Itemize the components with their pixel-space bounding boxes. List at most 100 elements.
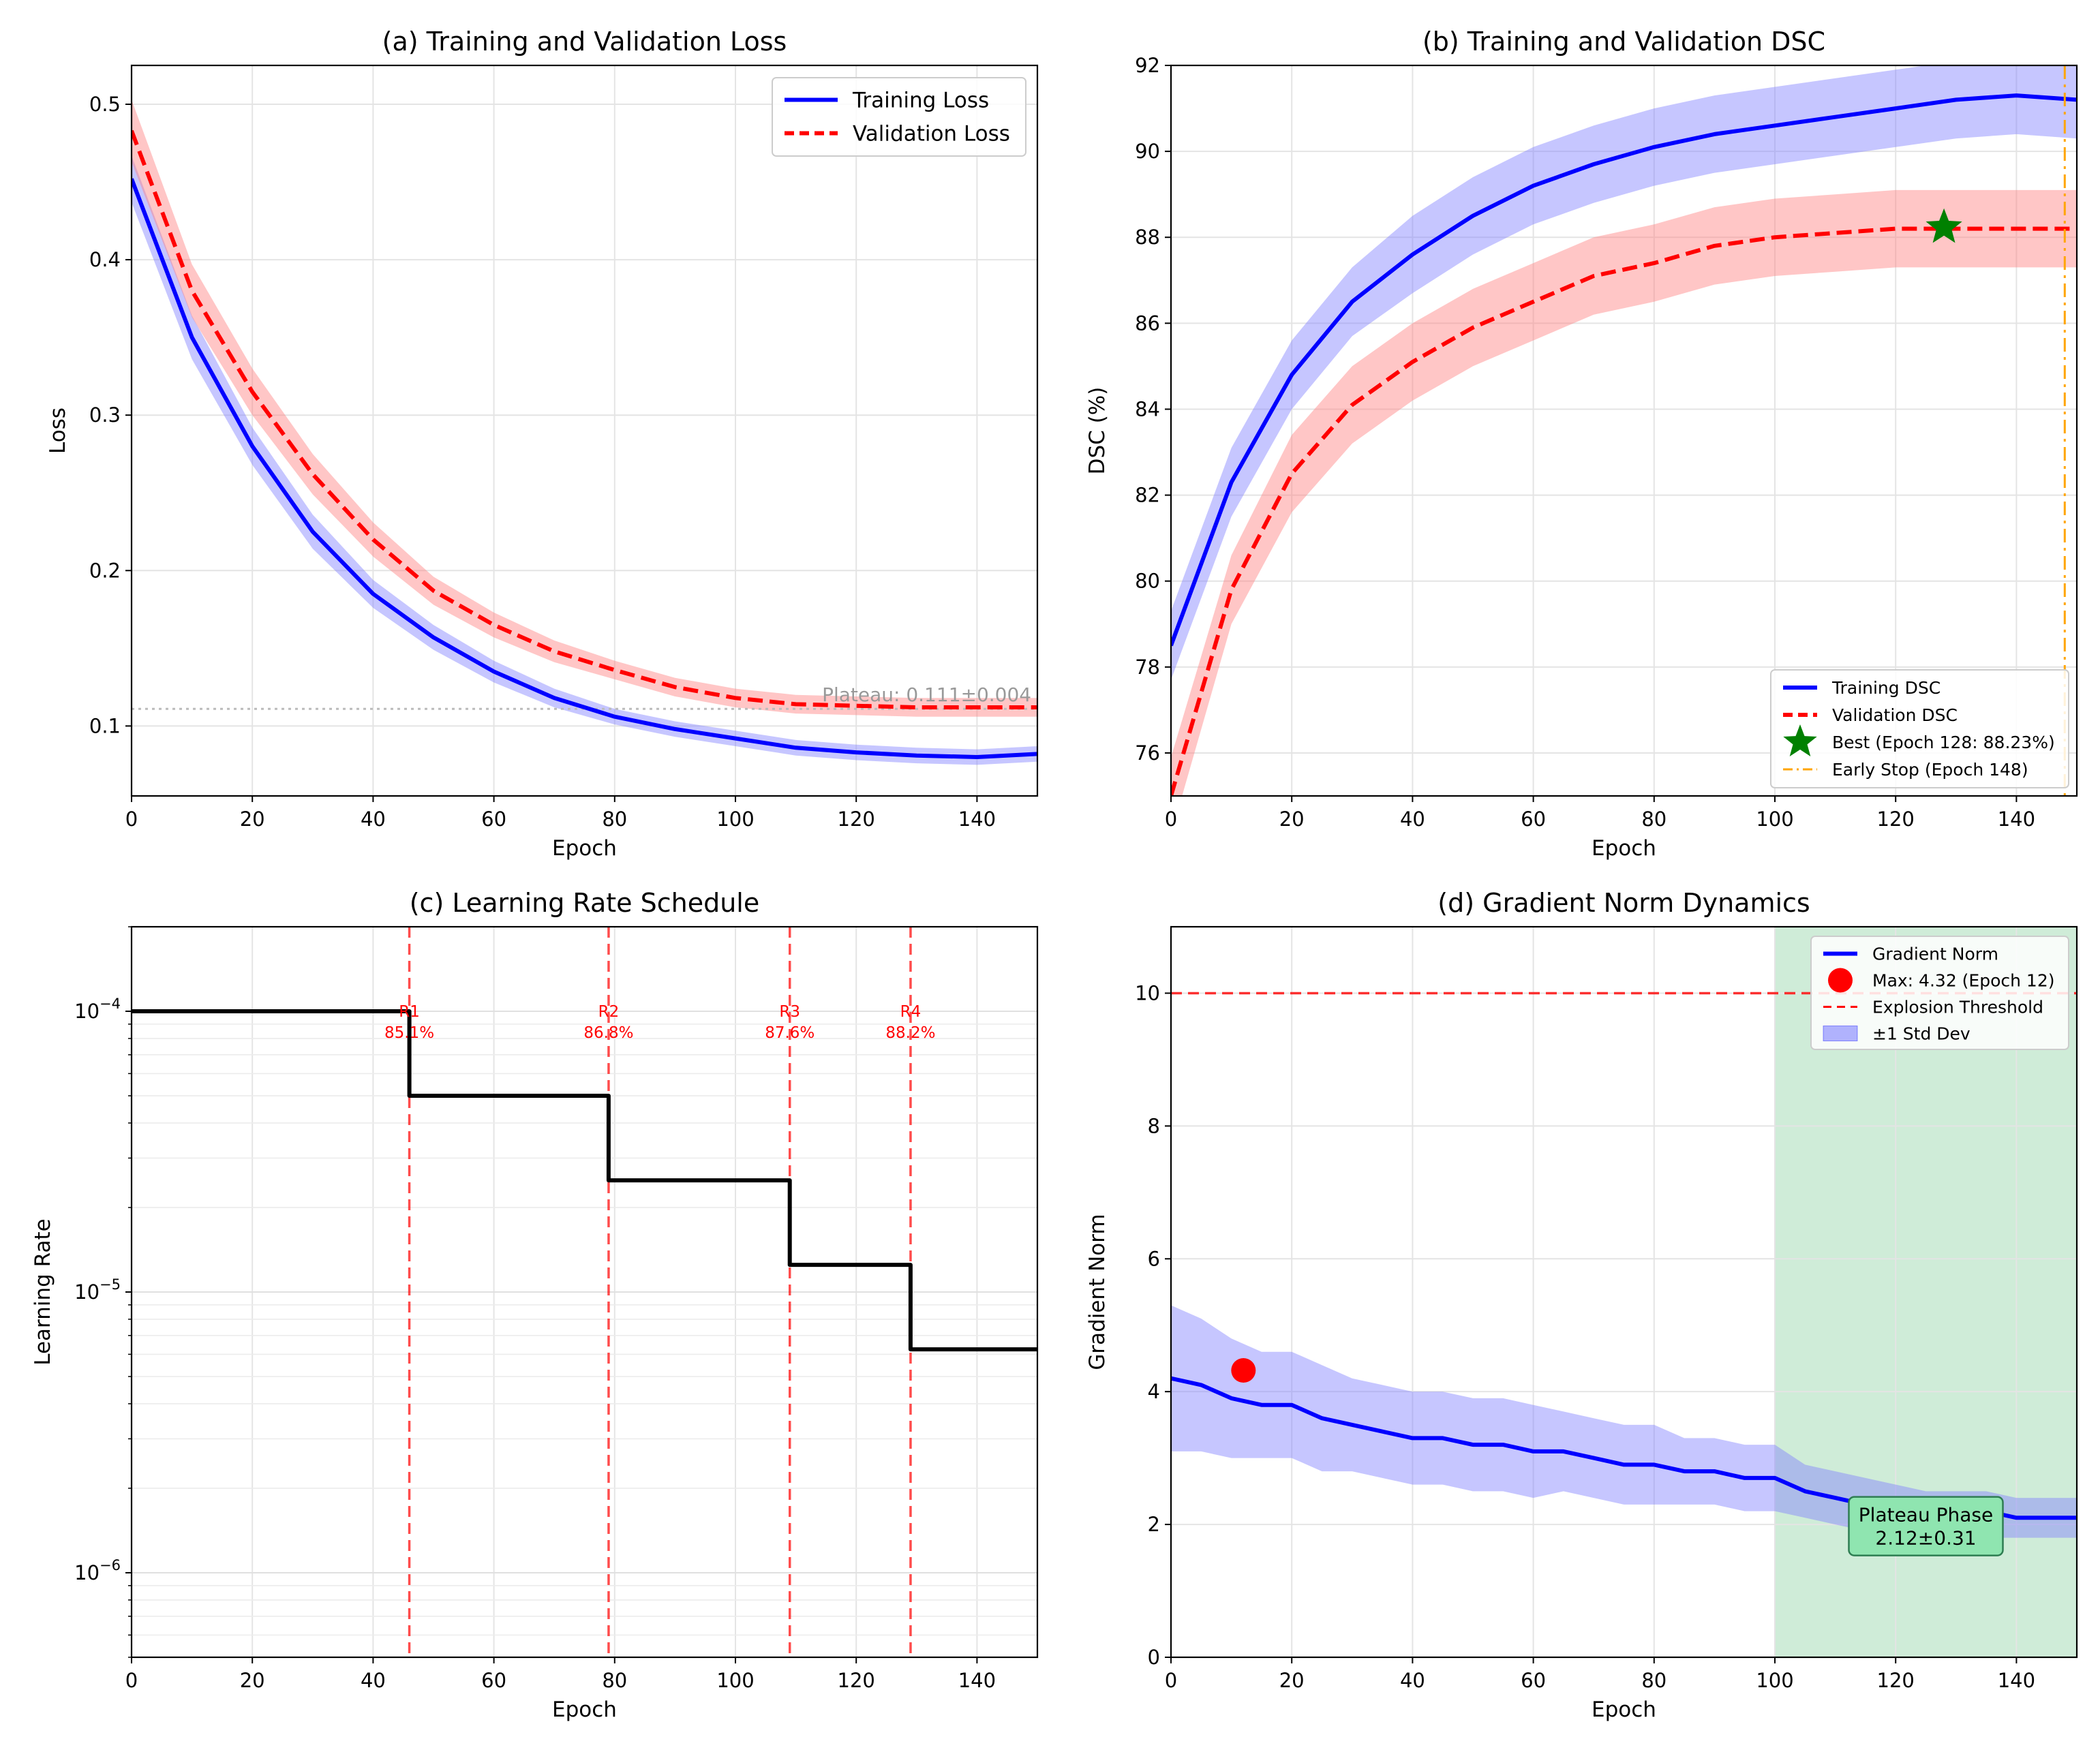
x-tick-label: 0: [1165, 1669, 1177, 1692]
y-tick-label: 80: [1135, 570, 1160, 593]
legend-label: Validation Loss: [853, 121, 1010, 146]
plateau-annotation-value: 2.12±0.31: [1875, 1527, 1976, 1550]
chart-title: (d) Gradient Norm Dynamics: [1437, 888, 1810, 918]
std-dev-band: [1171, 1305, 2077, 1538]
panel-a-loss: Plateau: 0.111±0.004 0 20 40 60 80 100 120 140 0.…: [46, 27, 1039, 861]
x-tick-label: 100: [716, 1669, 754, 1692]
x-tick-label: 40: [1400, 808, 1425, 831]
x-tick-label: 100: [716, 808, 754, 831]
legend-box: [1770, 669, 2069, 788]
y-tick-label: 90: [1135, 140, 1160, 163]
x-tick-label: 120: [838, 1669, 875, 1692]
y-tick-label: 10−6: [74, 1557, 121, 1584]
y-tick-label: 0.2: [89, 559, 121, 582]
y-axis-label: DSC (%): [1085, 387, 1110, 475]
series-line: [1171, 93, 2077, 647]
series-band: [1171, 189, 2077, 796]
axes-frame: [1170, 925, 2078, 1659]
series-line: [132, 178, 1037, 759]
y-tick-label: 10: [1135, 981, 1160, 1004]
x-tick-label: 100: [1756, 808, 1793, 831]
legend-handle: [1783, 724, 1817, 756]
x-tick-label: 60: [481, 1669, 506, 1692]
chart-title: (b) Training and Validation DSC: [1422, 27, 1825, 57]
x-tick-label: 140: [958, 1669, 996, 1692]
legend-box: [1810, 936, 2069, 1050]
plateau-annotation: Plateau: 0.111±0.004: [822, 683, 1031, 706]
x-tick-label: 20: [1279, 1669, 1305, 1692]
x-tick-label: 140: [958, 808, 996, 831]
max-gradient-marker: [1231, 1357, 1256, 1383]
axes-frame: [130, 64, 1039, 797]
series-line: [1171, 226, 2077, 796]
axes-frame: [1170, 64, 2078, 797]
plateau-annotation-title: Plateau Phase: [1859, 1504, 1993, 1526]
x-axis-label: Epoch: [1592, 836, 1656, 861]
y-tick-label: 6: [1148, 1247, 1160, 1270]
restart-label: R2: [598, 1003, 620, 1021]
x-tick-label: 140: [1998, 808, 2035, 831]
restart-label: R4: [900, 1003, 922, 1021]
x-tick-label: 40: [361, 1669, 386, 1692]
x-axis-label: Epoch: [552, 1697, 617, 1722]
x-tick-label: 100: [1756, 1669, 1793, 1692]
y-tick-label: 0: [1148, 1646, 1160, 1669]
lr-step-line: [132, 1009, 1037, 1352]
legend-label: Training DSC: [1831, 678, 1941, 698]
y-tick-label: 0.4: [89, 248, 121, 271]
legend-label: Early Stop (Epoch 148): [1832, 760, 2028, 780]
y-tick-label: 2: [1148, 1513, 1160, 1536]
x-tick-label: 0: [1165, 808, 1177, 831]
x-tick-label: 80: [1641, 1669, 1667, 1692]
y-tick-label: 0.3: [89, 403, 121, 427]
plateau-annotation-box: [1848, 1496, 2004, 1556]
legend-label: Best (Epoch 128: 88.23%): [1832, 733, 2055, 752]
x-tick-label: 140: [1998, 1669, 2035, 1692]
legend-label: Explosion Threshold: [1872, 997, 2043, 1017]
y-tick-label: 92: [1135, 54, 1160, 77]
legend-handle: [1823, 1026, 1858, 1041]
series-band: [1171, 65, 2077, 680]
y-tick-label: 84: [1135, 397, 1160, 420]
restart-dsc-label: 88.2%: [885, 1024, 935, 1042]
legend-label: Max: 4.32 (Epoch 12): [1872, 970, 2054, 990]
plot-area: [1171, 65, 2077, 796]
x-tick-label: 20: [240, 1669, 265, 1692]
legend-handle: [1828, 968, 1853, 993]
y-tick-label: 4: [1148, 1380, 1160, 1403]
y-tick-label: 10−4: [74, 996, 121, 1023]
y-axis-label: Learning Rate: [31, 1218, 55, 1366]
y-tick-label: 82: [1135, 484, 1160, 507]
legend-box: [772, 77, 1026, 157]
chart-title: (a) Training and Validation Loss: [382, 27, 787, 57]
x-tick-label: 0: [125, 1669, 138, 1692]
panel-c-learning-rate: R1 85.1% R2 86.8% R3 87.6% R4 88.2% 0 20 40 60 80 100…: [31, 888, 1039, 1722]
y-tick-label: 8: [1148, 1114, 1160, 1137]
x-tick-label: 60: [481, 808, 506, 831]
y-axis-label: Gradient Norm: [1085, 1214, 1110, 1370]
x-tick-label: 20: [1279, 808, 1305, 831]
x-tick-label: 120: [1877, 808, 1915, 831]
x-tick-label: 80: [602, 1669, 627, 1692]
plot-area: [132, 99, 1037, 765]
y-tick-label: 0.5: [89, 93, 121, 116]
x-tick-label: 80: [1641, 808, 1667, 831]
x-tick-label: 40: [361, 808, 386, 831]
y-tick-label: 86: [1135, 311, 1160, 335]
x-tick-label: 20: [240, 808, 265, 831]
y-tick-label: 10−5: [74, 1276, 121, 1304]
x-tick-label: 120: [838, 808, 875, 831]
y-tick-label: 88: [1135, 226, 1160, 249]
restart-label: R1: [399, 1003, 420, 1021]
x-axis-label: Epoch: [1592, 1697, 1656, 1722]
restart-dsc-label: 85.1%: [384, 1024, 434, 1042]
chart-title: (c) Learning Rate Schedule: [410, 888, 760, 918]
y-tick-label: 78: [1135, 656, 1160, 679]
x-tick-label: 40: [1400, 1669, 1425, 1692]
legend-label: ±1 Std Dev: [1872, 1024, 1970, 1043]
restart-label: R3: [779, 1003, 800, 1021]
x-tick-label: 0: [125, 808, 138, 831]
